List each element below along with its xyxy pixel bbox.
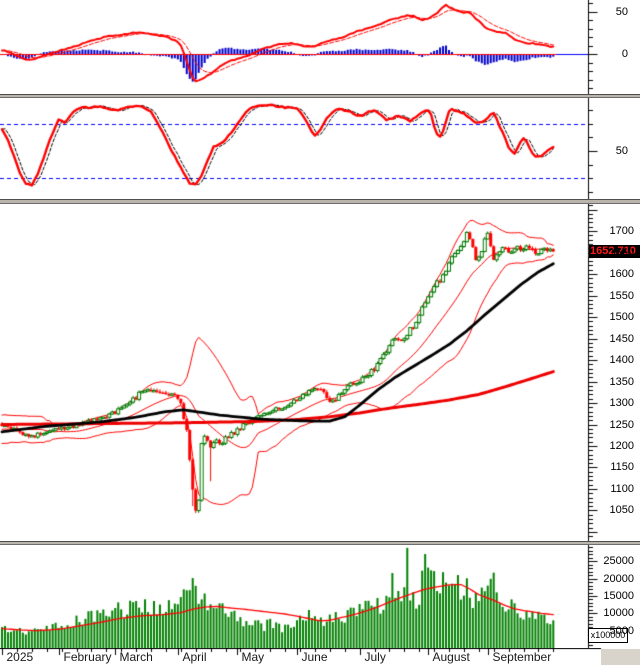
x-axis-month-label: April <box>182 650 207 664</box>
y-axis-label: 1700 <box>609 225 634 238</box>
panel-splitter[interactable] <box>0 199 640 204</box>
panel-splitter[interactable] <box>0 541 640 545</box>
volume-panel: x100000 25000 20000 15000 10000 5000 <box>0 545 640 648</box>
panel-splitter[interactable] <box>0 94 640 98</box>
y-axis-label: 1050 <box>609 504 634 517</box>
y-axis-label: 25000 <box>603 555 634 568</box>
x-axis-month-label: March <box>119 650 153 664</box>
x-axis-month-label: June <box>301 650 328 664</box>
y-axis-label: 1500 <box>609 311 634 324</box>
y-axis-label: 0 <box>621 48 628 61</box>
last-price-badge: 1652.710 <box>589 245 640 258</box>
time-axis: 2025 February March April May June July August S… <box>0 648 640 665</box>
y-axis-label: 1200 <box>609 440 634 452</box>
x-axis-month-label: August <box>432 650 470 664</box>
y-axis-label: 10000 <box>603 607 634 620</box>
y-axis-label: 1450 <box>609 332 634 345</box>
macd-indicator-panel: 50 0 <box>0 0 640 94</box>
y-axis-label: 20000 <box>603 572 634 585</box>
y-axis-label: 1650 <box>609 246 634 259</box>
y-axis-label: 1550 <box>609 289 634 302</box>
macd-plot-area[interactable] <box>0 0 640 94</box>
stochastic-indicator-panel: 50 <box>0 98 640 199</box>
y-axis-label: 1300 <box>609 397 634 410</box>
y-axis-label: 1250 <box>609 418 634 431</box>
x-axis-month-label: July <box>364 650 386 664</box>
x-axis-month-label: February <box>63 650 112 664</box>
y-axis-label: 1400 <box>609 354 634 367</box>
y-axis-label: 1150 <box>610 461 634 474</box>
x-axis-month-label: 2025 <box>6 650 34 664</box>
y-axis-label: 1600 <box>609 268 634 281</box>
volume-unit-label: x100000 <box>588 628 628 643</box>
price-candlestick-panel: 1652.710 1050 1100 1150 1200 1250 1300 1350 140… <box>0 204 640 541</box>
y-axis-label: 50 <box>615 144 628 157</box>
price-plot-area[interactable] <box>0 204 640 541</box>
y-axis-label: 50 <box>615 5 628 18</box>
y-axis-label: 5000 <box>609 624 634 637</box>
y-axis-label: 1100 <box>610 482 634 495</box>
x-axis-month-label: September <box>492 650 552 664</box>
x-axis-month-label: May <box>241 650 265 664</box>
y-axis-label: 1350 <box>609 375 634 388</box>
time-axis-ticks <box>0 648 640 665</box>
stochastic-plot-area[interactable] <box>0 98 640 199</box>
volume-plot-area[interactable] <box>0 545 640 648</box>
y-axis-label: 15000 <box>603 589 634 602</box>
bottom-right-corner <box>601 649 640 665</box>
